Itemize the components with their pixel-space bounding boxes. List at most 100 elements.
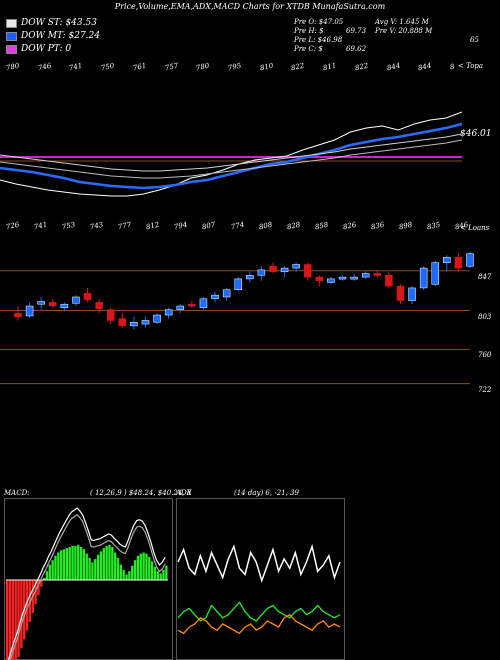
macd-bar <box>88 558 91 580</box>
candle-body <box>408 287 416 301</box>
price-level-label: 722 <box>478 385 492 394</box>
candle-body <box>106 309 115 321</box>
candle-body <box>280 267 289 272</box>
price-chart <box>0 111 474 385</box>
adx-series-0 <box>177 543 341 583</box>
macd-bar <box>162 570 165 580</box>
stat-c-value: 69.62 <box>346 45 367 53</box>
macd-bar <box>37 580 40 596</box>
macd-bar <box>111 547 114 580</box>
stat-avg-volume: Avg V: 1.645 M <box>375 18 429 26</box>
candle-body <box>292 264 300 269</box>
macd-bar <box>6 580 9 660</box>
candle-body <box>443 256 451 263</box>
candle-body <box>454 256 463 269</box>
macd-bar <box>14 580 17 660</box>
macd-line-0 <box>7 507 166 660</box>
stat-h-value: 69.73 <box>346 27 367 35</box>
macd-bar <box>122 570 125 580</box>
candle-body <box>396 285 405 301</box>
macd-bar <box>34 580 37 605</box>
macd-bar <box>11 580 15 660</box>
macd-bar <box>96 554 100 580</box>
candle-body <box>419 267 428 289</box>
candle-body <box>188 303 196 307</box>
macd-bar <box>48 564 51 580</box>
macd-bar <box>82 549 86 580</box>
candle-body <box>257 269 266 276</box>
ema-series-1 <box>0 122 463 190</box>
macd-bar <box>116 558 120 580</box>
candle-body <box>327 278 335 283</box>
legend-label-st: DOW ST: $43.53 <box>21 18 97 28</box>
legend-label-mt: DOW MT: $27.24 <box>21 31 100 41</box>
macd-bar <box>54 555 57 580</box>
macd-bar <box>102 548 105 580</box>
candle-body <box>14 312 22 318</box>
macd-bar <box>150 561 154 580</box>
candle-axis-label: < Loans <box>460 224 490 232</box>
macd-bar <box>85 553 88 580</box>
candle-body <box>211 294 219 300</box>
macd-bar <box>145 553 148 580</box>
candle-body <box>234 278 242 290</box>
stat-pre-close: Pre C: $ <box>294 45 323 53</box>
candle-body <box>246 275 254 280</box>
legend-swatch-pt <box>6 44 17 54</box>
macd-bar <box>42 577 46 580</box>
candle-body <box>130 322 138 327</box>
candle-body <box>385 275 393 287</box>
macd-bar <box>153 566 157 580</box>
stat-pre-open: Pre O: $47.05 <box>294 18 344 26</box>
macd-bar <box>148 556 151 580</box>
macd-line-1 <box>9 513 166 660</box>
candle-body <box>95 302 103 309</box>
adx-series-1 <box>177 601 341 622</box>
macd-bar <box>159 573 162 580</box>
candle-body <box>25 305 34 317</box>
macd-bar <box>65 548 69 580</box>
macd-bar <box>60 550 63 580</box>
stat-pre-high: Pre H: $ <box>294 27 324 35</box>
candle-body <box>141 320 150 325</box>
legend-dow-st: DOW ST: $43.53 <box>6 18 97 28</box>
macd-bar <box>20 580 23 649</box>
legend-label-pt: DOW PT: 0 <box>21 44 72 54</box>
macd-bar <box>142 552 145 580</box>
macd-bar <box>108 544 111 580</box>
stat-pre-volume: Pre V: 20.888 M <box>375 27 433 35</box>
macd-bar <box>119 564 123 580</box>
macd-bar <box>99 551 103 580</box>
candle-body <box>153 314 161 323</box>
macd-bar <box>133 560 137 580</box>
stat-pre-low: Pre L: $46.98 <box>294 36 343 44</box>
legend-dow-pt: DOW PT: 0 <box>6 44 71 54</box>
candle-body <box>338 276 347 280</box>
macd-bar <box>156 571 159 580</box>
candle-body <box>222 289 231 298</box>
macd-bar <box>114 552 117 580</box>
legend-swatch-mt <box>6 31 17 41</box>
candle-body <box>373 273 382 276</box>
macd-values: ( 12,26,9 ) $48.24, $40.24, 8 <box>90 489 192 497</box>
legend-dow-mt: DOW MT: $27.24 <box>6 31 100 41</box>
macd-bar <box>77 544 80 580</box>
ema-axis-label: < Topa <box>458 62 484 70</box>
macd-bar <box>45 571 49 580</box>
ema-series-3 <box>0 139 463 179</box>
macd-bar <box>51 560 54 580</box>
macd-bar <box>131 565 134 580</box>
adx-series-2 <box>177 613 341 635</box>
candle-body <box>466 253 474 267</box>
candle-body <box>49 302 57 307</box>
macd-label: MACD: <box>4 489 30 497</box>
macd-bar <box>79 547 83 580</box>
candle-body <box>431 262 439 285</box>
candle-body <box>37 301 45 305</box>
top-corner-label: 65 <box>470 36 479 44</box>
candle-body <box>350 276 358 280</box>
macd-bar <box>57 552 60 580</box>
macd-bar <box>165 565 168 580</box>
